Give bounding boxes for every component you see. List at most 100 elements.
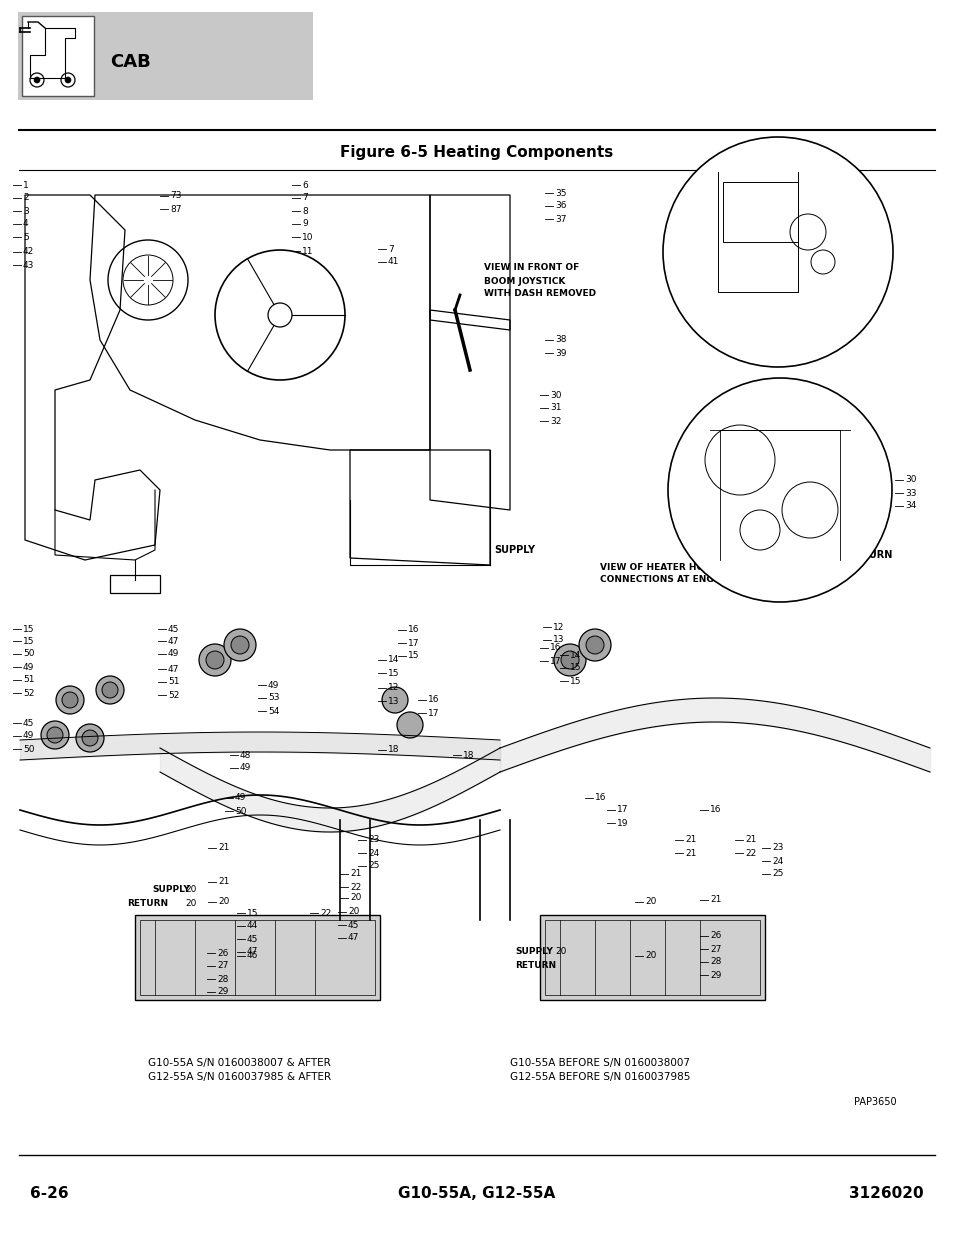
Text: 8: 8 xyxy=(302,206,308,215)
Text: 45: 45 xyxy=(168,625,179,634)
Text: G12-55A BEFORE S/N 0160037985: G12-55A BEFORE S/N 0160037985 xyxy=(510,1072,690,1082)
Bar xyxy=(140,920,375,995)
Circle shape xyxy=(76,724,104,752)
Text: 50: 50 xyxy=(23,745,34,753)
Text: G10-55A, G12-55A: G10-55A, G12-55A xyxy=(398,1186,555,1200)
Text: 49: 49 xyxy=(23,662,34,672)
Text: 7: 7 xyxy=(388,245,394,253)
Text: 87: 87 xyxy=(170,205,181,214)
Text: 54: 54 xyxy=(268,706,279,715)
Text: VIEW OF HEATER HOSE: VIEW OF HEATER HOSE xyxy=(599,562,716,572)
Text: 39: 39 xyxy=(555,348,566,357)
Bar xyxy=(18,12,313,100)
Text: 15: 15 xyxy=(569,677,581,685)
Text: 28: 28 xyxy=(709,957,720,967)
Bar xyxy=(135,915,379,1000)
Text: 53: 53 xyxy=(268,694,279,703)
Text: 32: 32 xyxy=(550,416,560,426)
Text: 25: 25 xyxy=(368,862,379,871)
Text: 52: 52 xyxy=(168,690,179,699)
Text: 45: 45 xyxy=(247,935,258,944)
Circle shape xyxy=(56,685,84,714)
Text: G12-55A S/N 0160037985 & AFTER: G12-55A S/N 0160037985 & AFTER xyxy=(148,1072,331,1082)
Circle shape xyxy=(667,378,891,601)
Text: 47: 47 xyxy=(168,664,179,673)
Text: 30: 30 xyxy=(550,390,561,399)
Text: BOOM JOYSTICK: BOOM JOYSTICK xyxy=(483,277,565,285)
Text: 13: 13 xyxy=(388,697,399,705)
Text: SUPPLY: SUPPLY xyxy=(494,545,535,555)
Text: 21: 21 xyxy=(218,844,229,852)
Text: 48: 48 xyxy=(240,751,251,760)
Circle shape xyxy=(585,636,603,655)
Text: 16: 16 xyxy=(408,625,419,635)
Text: 10: 10 xyxy=(302,232,314,242)
Text: 21: 21 xyxy=(350,869,361,878)
Text: 36: 36 xyxy=(555,201,566,210)
Text: 41: 41 xyxy=(388,258,399,267)
Text: 14: 14 xyxy=(569,651,580,659)
Text: 29: 29 xyxy=(709,971,720,979)
Text: 14: 14 xyxy=(388,656,399,664)
Text: 20: 20 xyxy=(555,947,566,956)
Text: 24: 24 xyxy=(368,848,379,857)
Circle shape xyxy=(231,636,249,655)
Text: G10-55A S/N 0160038007 & AFTER: G10-55A S/N 0160038007 & AFTER xyxy=(148,1058,331,1068)
Bar xyxy=(722,182,797,242)
Text: 45: 45 xyxy=(348,920,359,930)
Text: 1: 1 xyxy=(23,180,29,189)
Text: 20: 20 xyxy=(644,951,656,961)
Text: 49: 49 xyxy=(234,794,246,803)
Text: 27: 27 xyxy=(709,945,720,953)
Text: 34: 34 xyxy=(904,501,916,510)
Text: 13: 13 xyxy=(553,636,564,645)
Text: 31: 31 xyxy=(550,404,561,412)
Circle shape xyxy=(560,651,578,669)
Text: 15: 15 xyxy=(569,663,581,673)
Circle shape xyxy=(65,77,71,83)
Text: SUPPLY: SUPPLY xyxy=(152,885,190,894)
Circle shape xyxy=(206,651,224,669)
Text: 3126020: 3126020 xyxy=(848,1186,923,1200)
Text: 15: 15 xyxy=(247,909,258,918)
Bar xyxy=(544,920,760,995)
Text: 28: 28 xyxy=(216,974,228,983)
Text: 37: 37 xyxy=(555,215,566,224)
Text: 47: 47 xyxy=(168,636,179,646)
Text: 7: 7 xyxy=(302,194,308,203)
Bar xyxy=(539,915,764,1000)
Text: 20: 20 xyxy=(185,885,196,894)
Text: 30: 30 xyxy=(904,475,916,484)
Text: 17: 17 xyxy=(408,638,419,647)
Text: 24: 24 xyxy=(771,857,782,866)
Text: 6-26: 6-26 xyxy=(30,1186,69,1200)
Text: RETURN: RETURN xyxy=(515,961,556,969)
Text: SUPPLY: SUPPLY xyxy=(515,947,553,956)
Text: 42: 42 xyxy=(23,247,34,257)
Text: WITH DASH REMOVED: WITH DASH REMOVED xyxy=(483,289,596,299)
Text: 33: 33 xyxy=(904,489,916,498)
Text: VIEW IN FRONT OF: VIEW IN FRONT OF xyxy=(483,263,578,273)
Text: 23: 23 xyxy=(368,836,379,845)
Text: 47: 47 xyxy=(247,947,258,956)
Text: 22: 22 xyxy=(350,883,361,892)
Text: 49: 49 xyxy=(240,763,251,773)
Text: 11: 11 xyxy=(302,247,314,256)
Text: 20: 20 xyxy=(218,898,229,906)
Text: 51: 51 xyxy=(168,678,179,687)
Circle shape xyxy=(34,77,40,83)
Text: Figure 6-5 Heating Components: Figure 6-5 Heating Components xyxy=(340,144,613,159)
Text: 5: 5 xyxy=(23,232,29,242)
Text: CONNECTIONS AT ENGINE: CONNECTIONS AT ENGINE xyxy=(599,576,730,584)
Circle shape xyxy=(62,692,78,708)
Circle shape xyxy=(199,643,231,676)
Text: 17: 17 xyxy=(617,805,628,815)
Text: 47: 47 xyxy=(348,934,359,942)
Circle shape xyxy=(224,629,255,661)
Text: 6: 6 xyxy=(302,180,308,189)
Text: 2: 2 xyxy=(23,194,29,203)
Text: 20: 20 xyxy=(185,899,196,908)
Text: 27: 27 xyxy=(216,962,228,971)
Text: 15: 15 xyxy=(23,625,34,634)
Text: 16: 16 xyxy=(709,805,720,815)
